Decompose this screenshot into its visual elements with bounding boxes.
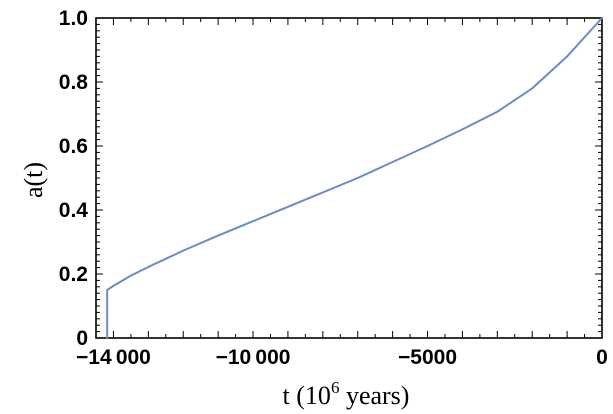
axis-ticks xyxy=(95,17,603,339)
x-tick-label: −14 000 xyxy=(76,346,151,369)
y-tick-label: 0.2 xyxy=(59,263,88,286)
series-layer xyxy=(106,17,603,339)
y-tick-label: 0 xyxy=(76,327,88,350)
x-axis-label-suffix: years) xyxy=(339,381,409,410)
x-axis-label-prefix: t (10 xyxy=(283,381,331,410)
y-tick-label: 0.8 xyxy=(59,71,89,94)
series-line xyxy=(106,17,603,339)
x-axis-label-exponent: 6 xyxy=(331,378,340,397)
y-axis-label: a(t) xyxy=(19,162,48,198)
plot-area-frame xyxy=(95,17,603,339)
tick-labels: 0 0.2 0.4 0.6 0.8 1.0 −14 000 −10 000 −5000 0 xyxy=(59,7,608,369)
x-tick-label: 0 xyxy=(596,346,608,369)
y-tick-label: 0.6 xyxy=(59,135,88,158)
x-axis-label: t (106 years) xyxy=(283,378,410,410)
x-tick-label: −5000 xyxy=(398,346,457,369)
y-tick-label: 1.0 xyxy=(59,7,88,30)
y-tick-label: 0.4 xyxy=(59,199,89,222)
x-tick-label: −10 000 xyxy=(216,346,291,369)
plot-frame xyxy=(95,17,603,339)
